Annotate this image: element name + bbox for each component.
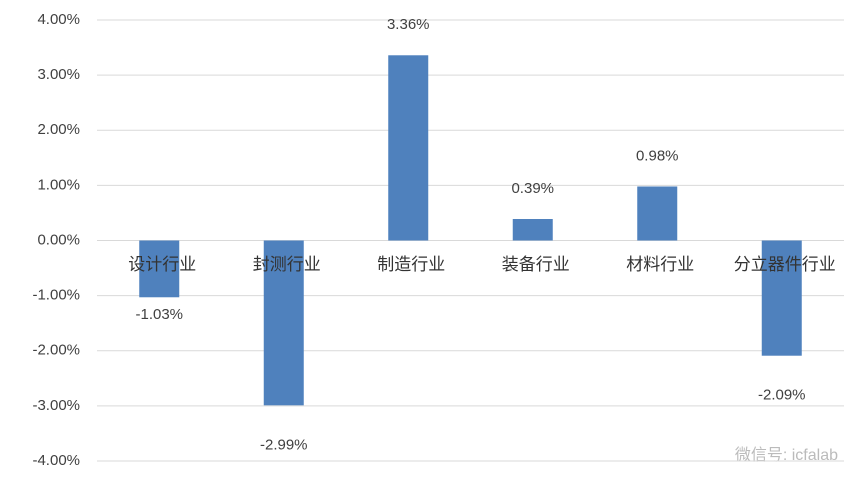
y-tick-label: 3.00% [37,66,80,83]
bar [761,240,802,356]
y-tick-label: -3.00% [32,397,80,414]
x-tick-label: 制造行业 [377,255,445,275]
value-label: -1.03% [135,306,183,323]
x-tick-label: 设计行业 [128,255,196,275]
y-tick-label: -1.00% [32,287,80,304]
bar [388,55,429,241]
bar [139,240,180,298]
x-tick-label: 封测行业 [253,255,321,275]
y-tick-label: 1.00% [37,176,80,193]
y-tick-label: 4.00% [37,11,80,28]
bar [637,186,678,241]
watermark: 微信号: icfalab [735,446,838,464]
x-tick-label: 材料行业 [626,255,694,275]
x-tick-label: 分立器件行业 [734,255,836,275]
x-tick-label: 装备行业 [502,255,570,275]
value-label: 0.98% [636,147,679,164]
value-label: -2.99% [260,436,308,453]
y-tick-label: -2.00% [32,342,80,359]
y-tick-label: 2.00% [37,121,80,138]
bar [512,219,553,241]
y-tick-label: -4.00% [32,452,80,469]
value-label: 3.36% [387,16,430,33]
value-label: -2.09% [758,387,806,404]
bar [263,240,304,406]
y-tick-label: 0.00% [37,231,80,248]
value-label: 0.39% [511,180,554,197]
